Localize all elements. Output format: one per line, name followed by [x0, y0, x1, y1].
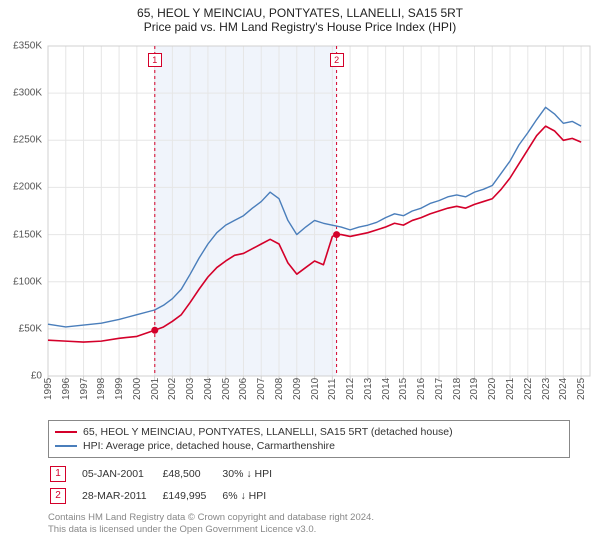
x-tick-label: 2007 — [256, 378, 267, 400]
chart-title-block: 65, HEOL Y MEINCIAU, PONTYATES, LLANELLI… — [0, 0, 600, 36]
x-tick-label: 1999 — [114, 378, 125, 400]
plot-marker-badge: 2 — [330, 53, 344, 67]
footer-line1: Contains HM Land Registry data © Crown c… — [48, 512, 570, 524]
x-tick-label: 2008 — [274, 378, 285, 400]
marker-row: 1 05-JAN-2001£48,50030% ↓ HPI — [50, 464, 286, 484]
marker-badge: 1 — [50, 466, 66, 482]
legend-swatch — [55, 431, 77, 433]
plot-marker-badge: 1 — [148, 53, 162, 67]
title-address: 65, HEOL Y MEINCIAU, PONTYATES, LLANELLI… — [0, 6, 600, 20]
marker-price: £149,995 — [163, 486, 221, 506]
x-tick-label: 2009 — [292, 378, 303, 400]
x-tick-label: 2003 — [185, 378, 196, 400]
sale-markers-table: 1 05-JAN-2001£48,50030% ↓ HPI 2 28-MAR-2011… — [48, 462, 288, 508]
x-tick-label: 2010 — [310, 378, 321, 400]
x-tick-label: 2022 — [523, 378, 534, 400]
x-tick-label: 2020 — [487, 378, 498, 400]
marker-row: 2 28-MAR-2011£149,9956% ↓ HPI — [50, 486, 286, 506]
marker-date: 05-JAN-2001 — [82, 464, 161, 484]
x-tick-label: 2012 — [345, 378, 356, 400]
legend-label: 65, HEOL Y MEINCIAU, PONTYATES, LLANELLI… — [83, 426, 453, 438]
x-tick-label: 1997 — [79, 378, 90, 400]
x-tick-label: 1998 — [96, 378, 107, 400]
x-tick-label: 2024 — [558, 378, 569, 400]
x-tick-label: 2014 — [381, 378, 392, 400]
legend-swatch — [55, 445, 77, 447]
footer-line2: This data is licensed under the Open Gov… — [48, 524, 570, 536]
y-tick-label: £100K — [0, 276, 42, 287]
marker-date: 28-MAR-2011 — [82, 486, 161, 506]
x-tick-label: 2011 — [327, 378, 338, 400]
footer-attribution: Contains HM Land Registry data © Crown c… — [48, 512, 570, 537]
x-tick-label: 2025 — [576, 378, 587, 400]
x-tick-label: 2002 — [167, 378, 178, 400]
x-tick-label: 2000 — [132, 378, 143, 400]
x-tick-label: 2001 — [150, 378, 161, 400]
marker-badge: 2 — [50, 488, 66, 504]
title-subtitle: Price paid vs. HM Land Registry's House … — [0, 20, 600, 34]
y-tick-label: £250K — [0, 135, 42, 146]
marker-change: 6% ↓ HPI — [222, 486, 286, 506]
x-tick-label: 2006 — [238, 378, 249, 400]
legend-row: HPI: Average price, detached house, Carm… — [55, 439, 563, 453]
x-tick-label: 2015 — [398, 378, 409, 400]
x-tick-label: 2019 — [469, 378, 480, 400]
legend-label: HPI: Average price, detached house, Carm… — [83, 440, 335, 452]
chart-svg — [0, 36, 600, 416]
legend: 65, HEOL Y MEINCIAU, PONTYATES, LLANELLI… — [48, 420, 570, 458]
x-tick-label: 1995 — [43, 378, 54, 400]
chart-container: £0 £50K £100K £150K £200K £250K £300K £350K 199… — [0, 36, 600, 416]
x-tick-label: 2005 — [221, 378, 232, 400]
x-tick-label: 1996 — [61, 378, 72, 400]
y-tick-label: £350K — [0, 41, 42, 52]
y-tick-label: £50K — [0, 323, 42, 334]
y-tick-label: £300K — [0, 88, 42, 99]
y-tick-label: £150K — [0, 229, 42, 240]
x-tick-label: 2016 — [416, 378, 427, 400]
x-tick-label: 2013 — [363, 378, 374, 400]
y-tick-label: £200K — [0, 182, 42, 193]
x-tick-label: 2004 — [203, 378, 214, 400]
x-tick-label: 2017 — [434, 378, 445, 400]
marker-change: 30% ↓ HPI — [222, 464, 286, 484]
x-tick-label: 2021 — [505, 378, 516, 400]
y-tick-label: £0 — [0, 371, 42, 382]
x-tick-label: 2018 — [452, 378, 463, 400]
marker-price: £48,500 — [163, 464, 221, 484]
legend-row: 65, HEOL Y MEINCIAU, PONTYATES, LLANELLI… — [55, 425, 563, 439]
x-tick-label: 2023 — [541, 378, 552, 400]
